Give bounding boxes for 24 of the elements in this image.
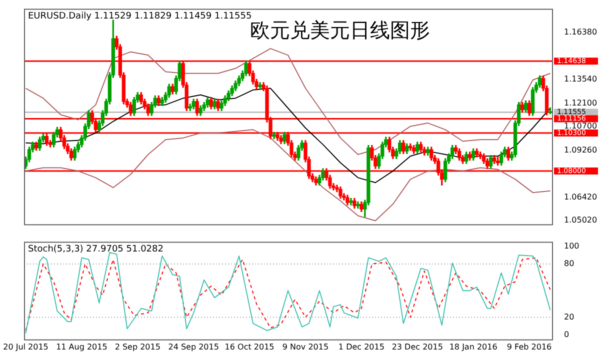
x-tick-label: 23 Dec 2015	[392, 342, 443, 352]
y-tick-label: 80	[564, 259, 574, 268]
x-tick-label: 24 Sep 2015	[168, 342, 219, 352]
y-tick-label: 1.12100	[564, 98, 598, 108]
y-tick-label: 0	[564, 330, 570, 340]
y-tick-label: 1.06420	[564, 192, 598, 202]
y-tick-label: 1.05020	[564, 215, 598, 224]
y-tick-label: 1.09260	[564, 145, 598, 154]
annotation: EURUSD.Daily 1.11529 1.11829 1.11459 1.11555	[28, 12, 252, 22]
x-tick-label: 2 Sep 2015	[114, 342, 160, 352]
x-tick-label: 9 Nov 2015	[282, 342, 329, 352]
x-tick-label: 18 Jan 2016	[449, 342, 498, 352]
annotation: Stoch(5,3,3) 27.9705 51.0282	[28, 244, 164, 255]
y-tick-label: 1.13540	[564, 74, 598, 84]
x-tick-label: 11 Aug 2015	[56, 342, 108, 352]
y-tick-label: 1.10700	[564, 121, 598, 130]
y-tick-label: 20	[564, 312, 574, 322]
text: 欧元兑美元日线图形	[250, 18, 430, 42]
x-tick-label: 20 Jul 2015	[3, 342, 48, 352]
x-tick-label: 1 Dec 2015	[338, 342, 384, 352]
x-tick-label: 9 Feb 2016	[506, 342, 552, 352]
y-tick-label: 100	[564, 241, 580, 250]
y-tick-label: 1.16380	[564, 27, 598, 36]
x-tick-label: 16 Oct 2015	[224, 342, 274, 352]
